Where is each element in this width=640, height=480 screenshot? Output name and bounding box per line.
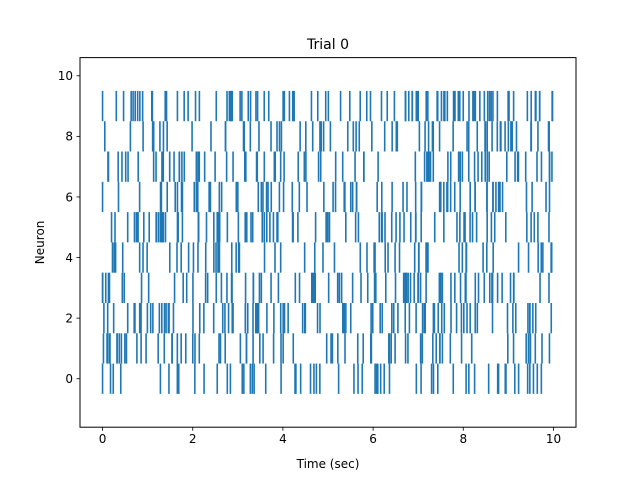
- y-tick-label: 10: [58, 69, 73, 83]
- x-axis-label: Time (sec): [296, 457, 360, 471]
- neuron-2-spikes: [103, 302, 553, 334]
- neuron-3-spikes: [101, 272, 550, 303]
- neuron-1-spikes: [102, 333, 551, 364]
- x-tick-label: 2: [189, 432, 197, 446]
- neuron-4-spikes: [111, 242, 553, 273]
- plot-frame: [79, 57, 577, 428]
- spike-raster: [101, 90, 554, 394]
- x-tick-label: 10: [546, 432, 561, 446]
- neuron-9-spikes: [101, 90, 554, 122]
- neuron-0-spikes: [101, 363, 543, 394]
- y-tick-label: 4: [65, 251, 73, 265]
- y-tick-label: 2: [65, 311, 73, 325]
- x-axis-ticks: 0 2 4 6 8 10: [99, 427, 561, 446]
- neuron-8-spikes: [104, 121, 550, 152]
- y-axis-label: Neuron: [33, 221, 47, 265]
- x-tick-label: 0: [99, 432, 107, 446]
- y-tick-label: 6: [65, 190, 73, 204]
- x-tick-label: 8: [459, 432, 467, 446]
- neuron-6-spikes: [101, 181, 551, 213]
- x-tick-label: 4: [279, 432, 287, 446]
- chart-title: Trial 0: [306, 37, 349, 53]
- y-tick-label: 0: [65, 372, 73, 386]
- neuron-5-spikes: [110, 212, 550, 243]
- y-axis-ticks: 0 2 4 6 8 10: [58, 69, 80, 386]
- y-tick-label: 8: [65, 130, 73, 144]
- x-tick-label: 6: [369, 432, 377, 446]
- neuron-7-spikes: [107, 151, 553, 182]
